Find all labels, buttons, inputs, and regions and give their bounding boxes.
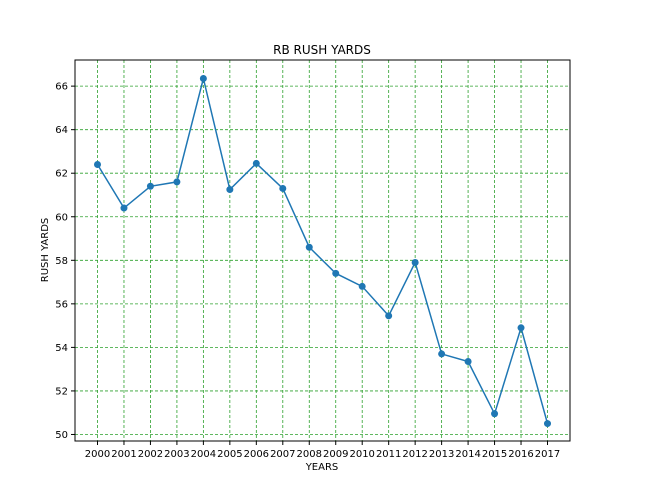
x-tick-label: 2005 — [217, 449, 242, 460]
data-point — [438, 350, 446, 358]
x-tick-label: 2004 — [191, 449, 216, 460]
data-point — [94, 161, 101, 169]
x-tick-label: 2014 — [455, 449, 480, 460]
axis-ticks: 2000 2001 2002 2003 2004 2005 2006 2007 2008 2009… — [55, 82, 560, 460]
data-point — [544, 420, 551, 428]
data-point — [173, 178, 181, 186]
x-tick-label: 2001 — [111, 449, 136, 460]
y-tick-label: 52 — [55, 386, 68, 397]
data-point — [517, 324, 525, 332]
y-tick-label: 62 — [55, 169, 68, 180]
x-tick-label: 2003 — [164, 449, 189, 460]
y-tick-label: 60 — [55, 212, 68, 223]
y-axis-label: RUSH YARDS — [40, 218, 51, 282]
x-tick-label: 2017 — [535, 449, 560, 460]
data-point — [120, 204, 128, 212]
y-tick-label: 66 — [55, 82, 68, 93]
data-point — [358, 282, 366, 290]
x-tick-label: 2011 — [376, 449, 401, 460]
x-tick-label: 2007 — [270, 449, 295, 460]
data-point — [385, 312, 393, 320]
x-tick-label: 2013 — [429, 449, 454, 460]
data-point — [146, 182, 154, 190]
x-tick-label: 2012 — [402, 449, 427, 460]
y-tick-label: 54 — [55, 343, 68, 354]
data-point — [332, 269, 340, 277]
x-tick-label: 2008 — [297, 449, 322, 460]
x-tick-label: 2016 — [508, 449, 533, 460]
y-tick-label: 58 — [55, 256, 68, 267]
plot-area-frame — [74, 59, 571, 442]
data-point — [411, 258, 419, 266]
data-point — [199, 75, 207, 83]
data-point — [226, 186, 234, 194]
x-tick-label: 2000 — [85, 449, 110, 460]
grid — [75, 60, 570, 441]
x-tick-label: 2015 — [482, 449, 507, 460]
chart-title: RB RUSH YARDS — [273, 43, 371, 57]
data-point — [305, 243, 313, 251]
data-point — [279, 184, 287, 192]
x-tick-label: 2002 — [138, 449, 163, 460]
data-point — [491, 410, 499, 418]
data-point — [464, 358, 472, 366]
y-tick-label: 56 — [55, 299, 68, 310]
data-series — [94, 75, 551, 428]
data-point — [252, 159, 260, 167]
y-tick-label: 64 — [55, 125, 68, 136]
x-tick-label: 2010 — [349, 449, 374, 460]
x-axis-label: YEARS — [305, 462, 339, 473]
series-line — [96, 78, 549, 424]
x-tick-label: 2006 — [244, 449, 269, 460]
x-tick-label: 2009 — [323, 449, 348, 460]
y-tick-label: 50 — [55, 430, 68, 441]
